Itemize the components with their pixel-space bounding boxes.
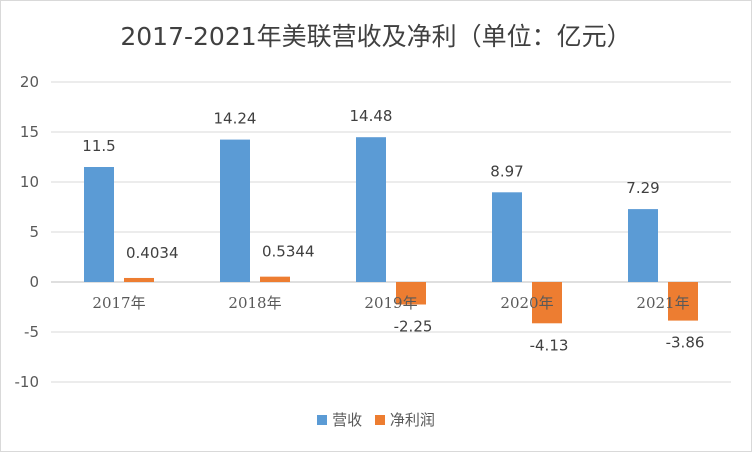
y-tick-label: -10: [15, 373, 40, 391]
revenue-bar: [628, 209, 658, 282]
legend-label-net-profit: 净利润: [389, 411, 435, 429]
x-tick-label: 2017年: [92, 294, 145, 312]
chart-title: 2017-2021年美联营收及净利（单位：亿元）: [120, 22, 632, 51]
legend-swatch-net-profit: [374, 414, 385, 425]
net-profit-bar: [396, 282, 426, 305]
x-tick-label: 2019年: [364, 294, 417, 312]
revenue-data-label: 14.24: [214, 110, 257, 128]
plot-area: 20 15 10 5 0 -5 -10 2017年 2018年 2019年 2020年 2021年 11…: [15, 73, 731, 391]
legend: 营收 净利润: [1, 409, 751, 430]
legend-item-revenue: 营收: [317, 409, 362, 430]
net-profit-data-label: 0.5344: [262, 243, 315, 261]
y-tick-label: 20: [20, 73, 39, 91]
x-tick-label: 2021年: [636, 294, 689, 312]
net-profit-bar: [532, 282, 562, 324]
revenue-data-label: 7.29: [626, 179, 659, 197]
revenue-bar: [84, 167, 114, 282]
revenue-data-label: 14.48: [350, 107, 393, 125]
net-profit-data-label: -4.13: [530, 336, 569, 354]
y-tick-label: 5: [29, 223, 39, 241]
revenue-bar: [492, 192, 522, 282]
revenue-data-label: 11.5: [82, 137, 115, 155]
legend-swatch-revenue: [317, 414, 328, 425]
y-tick-label: 10: [20, 173, 39, 191]
revenue-bar: [220, 139, 250, 282]
legend-label-revenue: 营收: [332, 411, 363, 429]
net-profit-bar: [260, 276, 290, 282]
revenue-bar: [356, 137, 386, 282]
x-tick-label: 2018年: [228, 294, 281, 312]
y-tick-label: 0: [29, 273, 39, 291]
y-tick-label: 15: [20, 123, 39, 141]
legend-item-net-profit: 净利润: [374, 409, 435, 430]
net-profit-data-label: 0.4034: [126, 244, 179, 262]
y-tick-label: -5: [24, 323, 39, 341]
revenue-data-label: 8.97: [490, 162, 523, 180]
x-tick-label: 2020年: [500, 294, 553, 312]
net-profit-bar: [124, 277, 154, 282]
net-profit-data-label: -3.86: [666, 334, 705, 352]
net-profit-bar: [668, 282, 698, 321]
net-profit-data-label: -2.25: [394, 318, 433, 336]
